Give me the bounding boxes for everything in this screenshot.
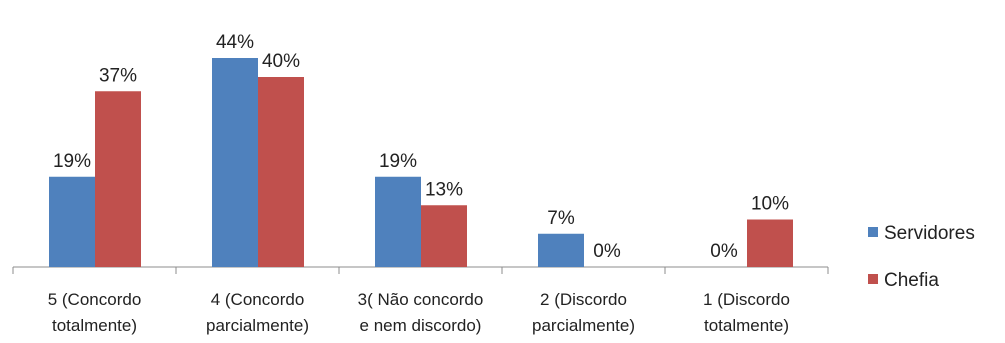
- bar-chefia-3: [421, 205, 467, 267]
- bar-servidores-2: [212, 58, 258, 267]
- x-tick-label: 4 (Concordo parcialmente): [206, 290, 309, 335]
- data-labels-layer: 19% 44% 19% 7% 0% 37% 40% 13% 0% 10%: [53, 32, 789, 262]
- data-label-chefia-1: 37%: [99, 65, 137, 86]
- bar-chefia-2: [258, 77, 304, 267]
- legend-item-servidores: Servidores: [868, 223, 975, 244]
- bars-layer: [49, 58, 793, 267]
- x-tick-label: 3( Não concordo e nem discordo): [358, 290, 484, 335]
- data-label-servidores-5: 0%: [710, 241, 738, 262]
- bar-servidores-3: [375, 176, 421, 267]
- bar-chefia-1: [95, 91, 141, 267]
- data-label-servidores-4: 7%: [547, 208, 575, 229]
- bar-servidores-4: [538, 233, 584, 267]
- legend-label: Servidores: [884, 223, 975, 244]
- x-tick-label: 2 (Discordo parcialmente): [532, 290, 635, 335]
- legend-label: Chefia: [884, 270, 939, 291]
- bar-chefia-5: [747, 219, 793, 267]
- legend: Servidores Chefia: [868, 223, 975, 291]
- legend-swatch: [868, 274, 878, 284]
- tick-labels-layer: 5 (Concordo totalmente) 4 (Concordo parcial…: [48, 290, 790, 335]
- x-tick-label: 1 (Discordo totalmente): [703, 290, 790, 335]
- legend-swatch: [868, 227, 878, 237]
- x-tick-label: 5 (Concordo totalmente): [48, 290, 142, 335]
- data-label-servidores-1: 19%: [53, 151, 91, 172]
- legend-item-chefia: Chefia: [868, 270, 939, 291]
- axis-layer: [12, 266, 829, 274]
- data-label-chefia-3: 13%: [425, 179, 463, 200]
- data-label-servidores-3: 19%: [379, 151, 417, 172]
- data-label-chefia-2: 40%: [262, 51, 300, 72]
- data-label-servidores-2: 44%: [216, 32, 254, 53]
- data-label-chefia-5: 10%: [751, 194, 789, 215]
- data-label-chefia-4: 0%: [593, 241, 621, 262]
- bar-servidores-1: [49, 176, 95, 267]
